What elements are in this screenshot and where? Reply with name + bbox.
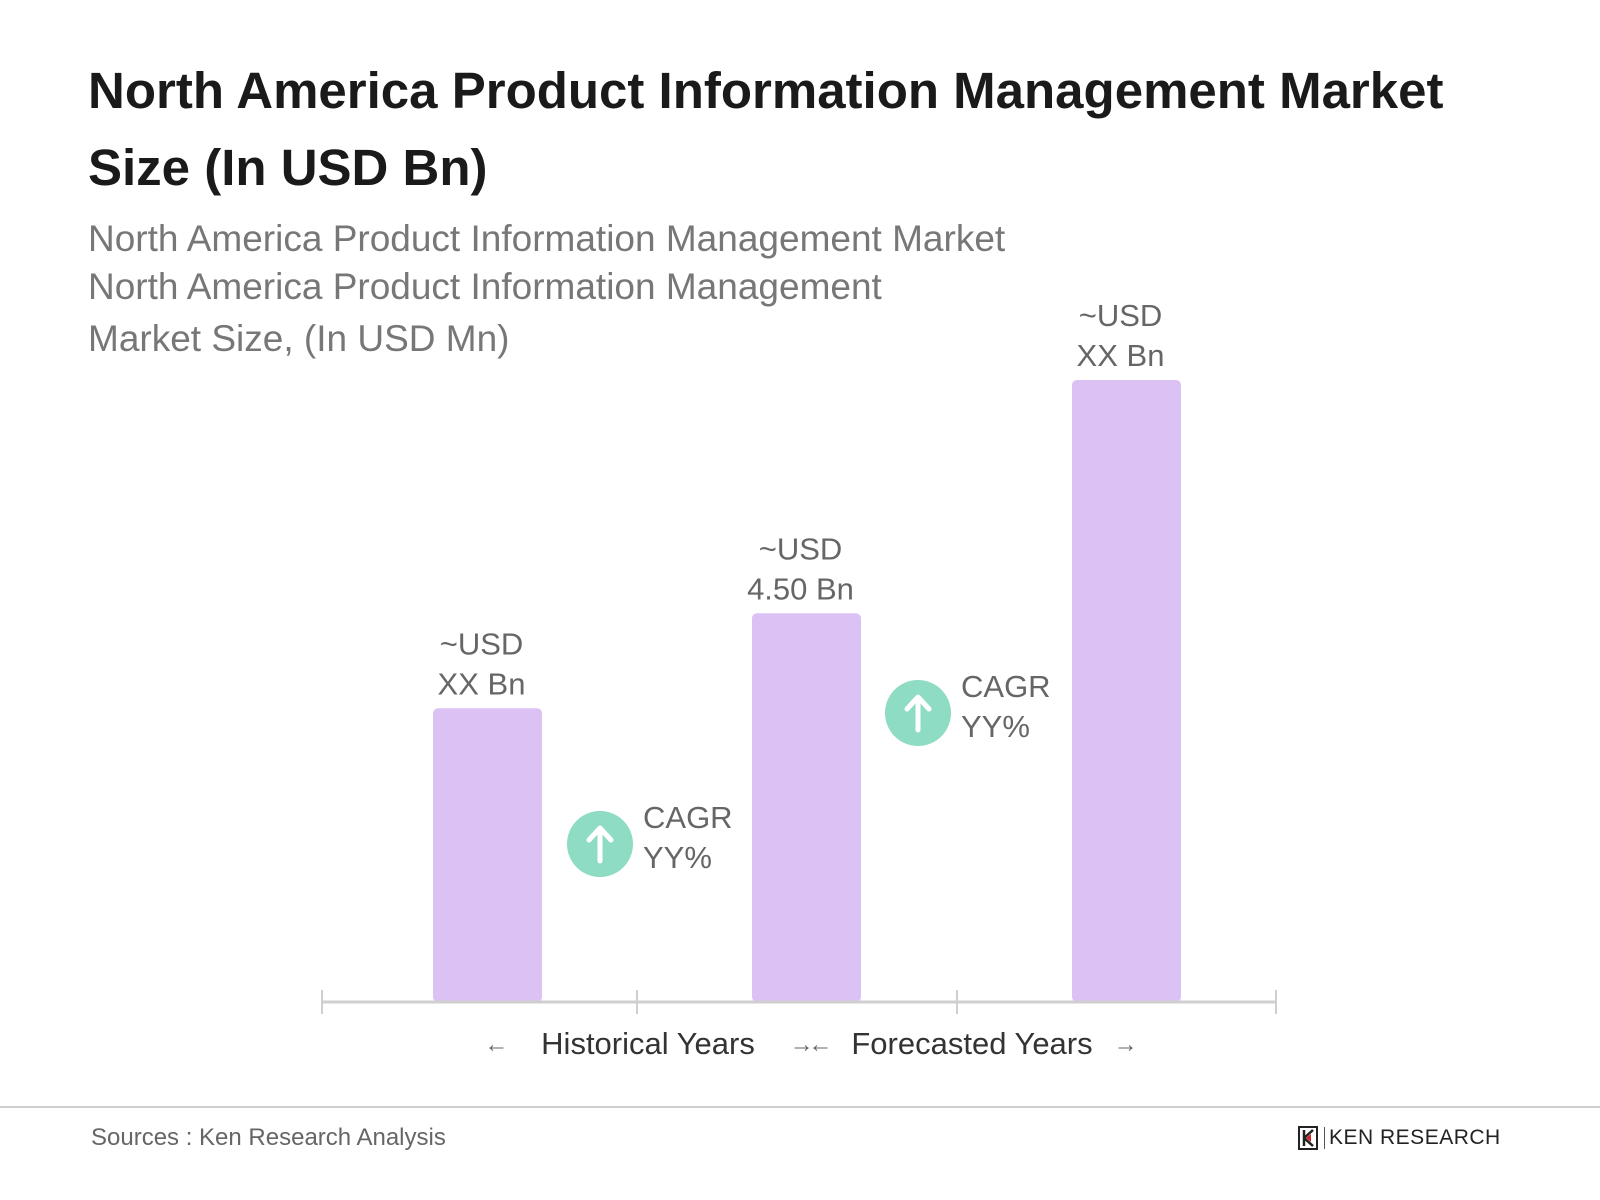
bar: [1072, 380, 1181, 1002]
arrow-right-icon: →: [790, 1031, 814, 1058]
bar: [752, 613, 861, 1002]
data-label: ~USD: [440, 626, 524, 661]
chart-title: North America Product Information Manage…: [88, 62, 1444, 196]
data-label: ~USD: [759, 531, 843, 566]
chart-subtitle-line: Market Size, (In USD Mn): [88, 318, 510, 359]
data-label: XX Bn: [438, 666, 526, 701]
arrow-right-icon: →: [1114, 1031, 1138, 1058]
x-axis-group-label: Forecasted Years: [851, 1026, 1092, 1061]
arrow-up-icon: [586, 825, 614, 864]
data-label: 4.50 Bn: [747, 571, 854, 606]
sources-note: Sources : Ken Research Analysis: [91, 1124, 446, 1151]
data-label: ~USD: [1079, 298, 1163, 333]
cagr-label: CAGR: [961, 669, 1051, 704]
data-label: XX Bn: [1077, 338, 1165, 373]
logo-text: KEN RESEARCH: [1329, 1126, 1501, 1149]
footer-divider: [0, 1106, 1600, 1108]
chart-subtitle-line: North America Product Information Manage…: [88, 266, 882, 307]
bar: [433, 708, 542, 1002]
arrow-up-icon: [904, 694, 932, 733]
cagr-value: YY%: [643, 840, 712, 875]
arrow-left-icon: ←: [484, 1031, 508, 1058]
chart-subtitle-line: North America Product Information Manage…: [88, 218, 1006, 259]
cagr-label: CAGR: [643, 800, 733, 835]
arrow-left-icon: ←: [808, 1031, 832, 1058]
cagr-value: YY%: [961, 709, 1030, 744]
logo-mark-icon: [1298, 1126, 1318, 1150]
ken-research-logo: KEN RESEARCH: [1298, 1126, 1501, 1150]
x-axis-group-label: Historical Years: [541, 1026, 755, 1061]
bar-chart: ~USD XX Bn ~USD 4.50 Bn ~USD XX Bn Historical …: [321, 298, 1277, 1061]
